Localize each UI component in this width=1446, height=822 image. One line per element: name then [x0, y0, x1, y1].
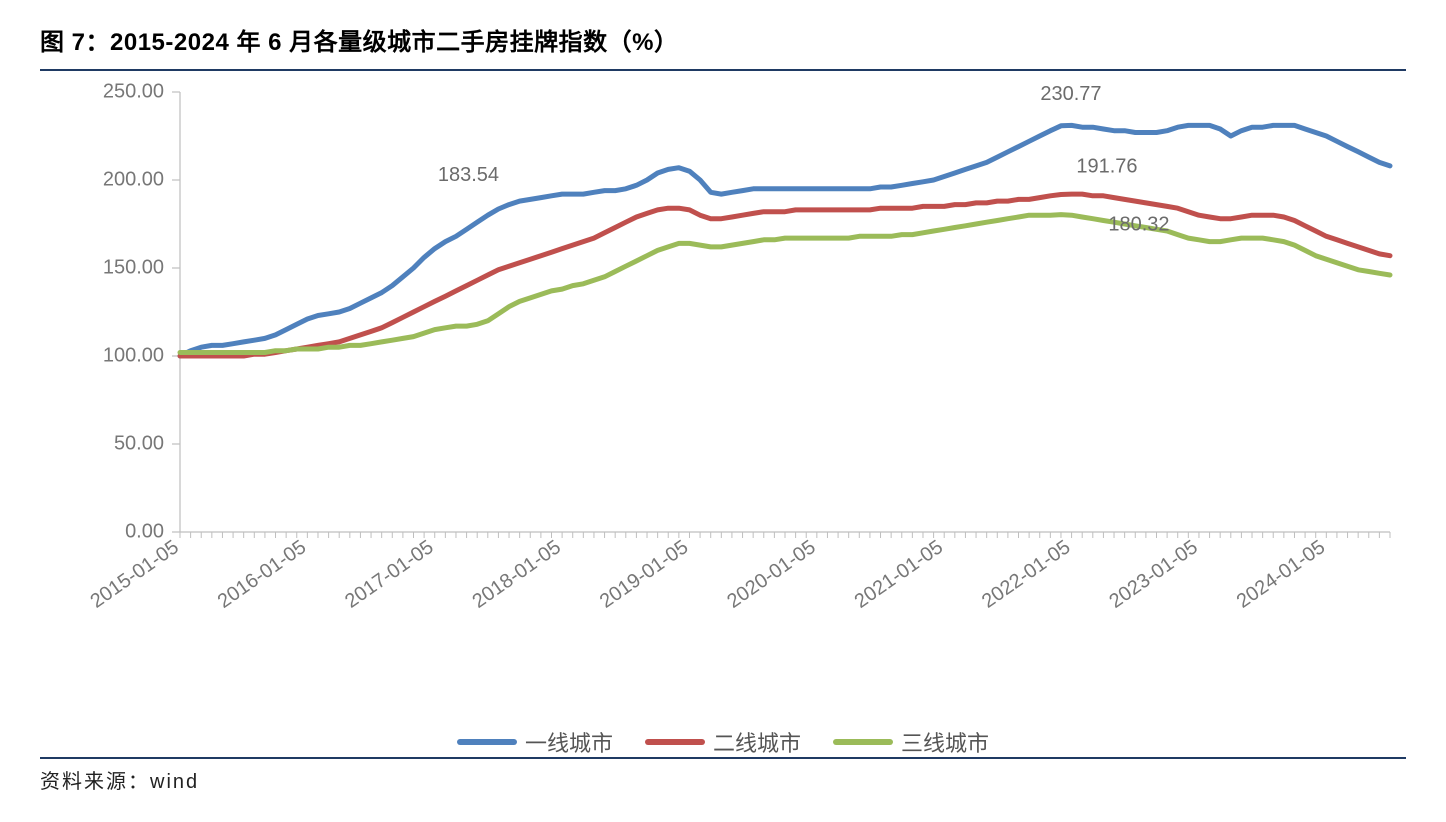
legend-label: 一线城市 [525, 726, 613, 758]
series-line [180, 215, 1390, 353]
legend-swatch [457, 739, 517, 745]
series-line [180, 194, 1390, 356]
svg-text:2015-01-05: 2015-01-05 [86, 536, 182, 613]
data-label: 183.54 [438, 164, 499, 186]
legend-swatch [833, 739, 893, 745]
svg-text:2024-01-05: 2024-01-05 [1233, 536, 1329, 613]
svg-text:200.00: 200.00 [103, 168, 164, 190]
legend-item: 一线城市 [457, 726, 613, 758]
legend-item: 三线城市 [833, 726, 989, 758]
svg-text:50.00: 50.00 [114, 432, 164, 454]
svg-text:250.00: 250.00 [103, 82, 164, 102]
legend: 一线城市 二线城市 三线城市 [0, 725, 1446, 758]
legend-item: 二线城市 [645, 726, 801, 758]
svg-text:0.00: 0.00 [125, 520, 164, 542]
svg-text:2018-01-05: 2018-01-05 [469, 536, 565, 613]
figure-container: 图 7：2015-2024 年 6 月各量级城市二手房挂牌指数（%） 0.00 5… [0, 0, 1446, 822]
svg-text:2019-01-05: 2019-01-05 [596, 536, 692, 613]
svg-text:2021-01-05: 2021-01-05 [851, 536, 947, 613]
svg-text:2022-01-05: 2022-01-05 [978, 536, 1074, 613]
svg-text:2017-01-05: 2017-01-05 [341, 536, 437, 613]
data-label: 191.76 [1076, 156, 1137, 178]
legend-swatch [645, 739, 705, 745]
svg-text:150.00: 150.00 [103, 256, 164, 278]
legend-label: 三线城市 [901, 726, 989, 758]
data-label: 230.77 [1040, 83, 1101, 105]
plot-area: 0.00 50.00 100.00 150.00 200.00 250.00 2015-01… [0, 82, 1446, 722]
data-label: 180.32 [1108, 214, 1169, 236]
chart-svg: 0.00 50.00 100.00 150.00 200.00 250.00 2015-01… [0, 82, 1446, 722]
chart-title: 图 7：2015-2024 年 6 月各量级城市二手房挂牌指数（%） [40, 22, 1406, 71]
legend-label: 二线城市 [713, 726, 801, 758]
source-note: 资料来源：wind [40, 757, 1406, 794]
svg-text:2023-01-05: 2023-01-05 [1105, 536, 1201, 613]
svg-text:2016-01-05: 2016-01-05 [214, 536, 310, 613]
svg-text:100.00: 100.00 [103, 344, 164, 366]
svg-text:2020-01-05: 2020-01-05 [723, 536, 819, 613]
